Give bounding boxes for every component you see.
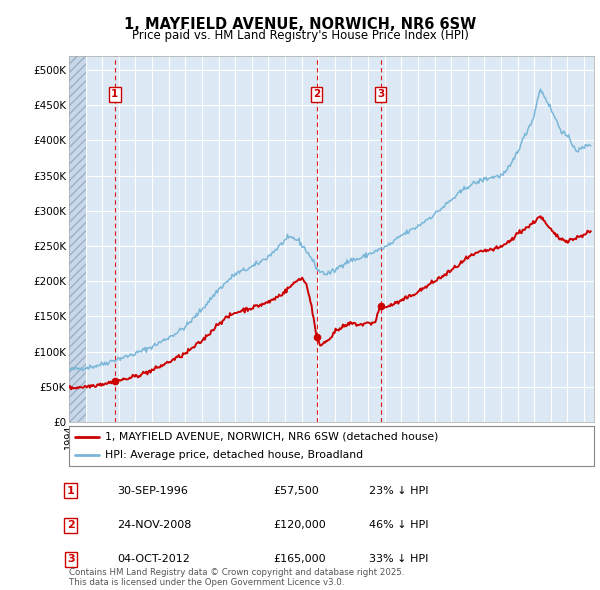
Text: £165,000: £165,000 — [273, 555, 326, 564]
Text: 33% ↓ HPI: 33% ↓ HPI — [369, 555, 428, 564]
Text: 3: 3 — [67, 555, 74, 564]
Text: 1, MAYFIELD AVENUE, NORWICH, NR6 6SW: 1, MAYFIELD AVENUE, NORWICH, NR6 6SW — [124, 17, 476, 31]
Text: Price paid vs. HM Land Registry's House Price Index (HPI): Price paid vs. HM Land Registry's House … — [131, 30, 469, 42]
Text: Contains HM Land Registry data © Crown copyright and database right 2025.
This d: Contains HM Land Registry data © Crown c… — [69, 568, 404, 587]
Text: £120,000: £120,000 — [273, 520, 326, 530]
Text: 2: 2 — [67, 520, 74, 530]
Text: 1, MAYFIELD AVENUE, NORWICH, NR6 6SW (detached house): 1, MAYFIELD AVENUE, NORWICH, NR6 6SW (de… — [105, 432, 438, 442]
Text: 04-OCT-2012: 04-OCT-2012 — [117, 555, 190, 564]
Text: 3: 3 — [377, 90, 384, 100]
Text: 1: 1 — [111, 90, 118, 100]
Text: 2: 2 — [313, 90, 320, 100]
Text: 46% ↓ HPI: 46% ↓ HPI — [369, 520, 428, 530]
Text: 1: 1 — [67, 486, 74, 496]
Text: 23% ↓ HPI: 23% ↓ HPI — [369, 486, 428, 496]
Text: HPI: Average price, detached house, Broadland: HPI: Average price, detached house, Broa… — [105, 450, 363, 460]
Text: 30-SEP-1996: 30-SEP-1996 — [117, 486, 188, 496]
Text: £57,500: £57,500 — [273, 486, 319, 496]
Text: 24-NOV-2008: 24-NOV-2008 — [117, 520, 191, 530]
